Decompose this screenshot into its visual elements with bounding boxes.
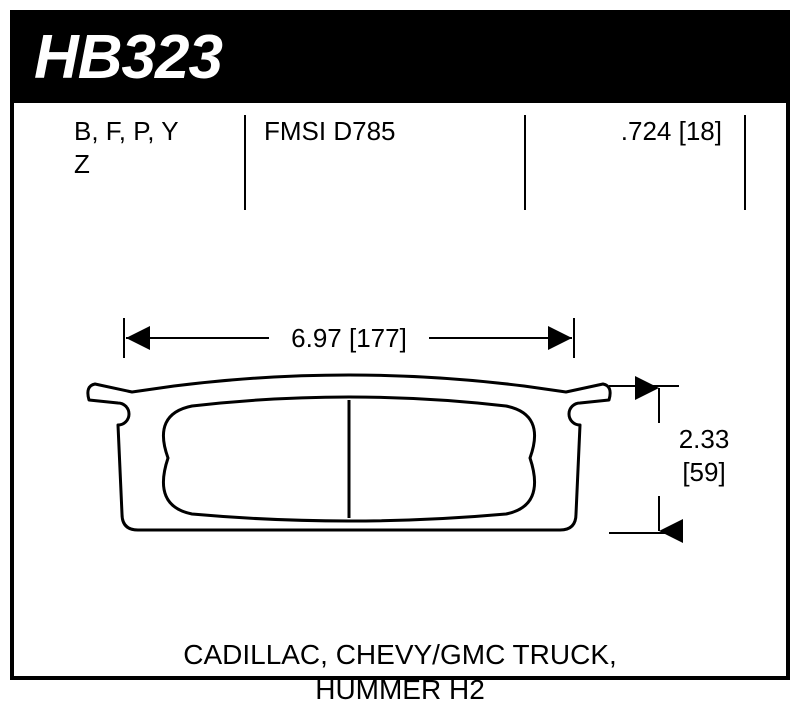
divider-1	[244, 115, 246, 210]
width-in: 6.97	[291, 323, 342, 353]
width-mm: [177]	[349, 323, 407, 353]
diagram-area: 6.97 [177] 2.33 [59]	[14, 213, 786, 633]
part-number: HB323	[34, 22, 766, 93]
fmsi-value: FMSI D785	[264, 116, 396, 146]
footer-line1: CADILLAC, CHEVY/GMC TRUCK,	[14, 637, 786, 672]
divider-2	[524, 115, 526, 210]
brake-pad-diagram: 6.97 [177] 2.33 [59]	[14, 213, 786, 633]
brake-pad-outline	[88, 375, 610, 530]
spec-sheet-frame: HB323 B, F, P, Y Z FMSI D785 .724 [18]	[10, 10, 790, 680]
height-mm: [59]	[682, 457, 725, 487]
application-footer: CADILLAC, CHEVY/GMC TRUCK, HUMMER H2	[14, 633, 786, 707]
spec-row: B, F, P, Y Z FMSI D785 .724 [18]	[14, 103, 786, 213]
thickness-column: .724 [18]	[544, 115, 732, 148]
svg-text:6.97 [17: 6.97 [177]	[291, 323, 407, 353]
thickness-in: .724	[621, 116, 672, 146]
height-in: 2.33	[679, 424, 730, 454]
thickness-mm: [18]	[679, 116, 722, 146]
compounds-line1: B, F, P, Y	[74, 115, 244, 148]
header-bar: HB323	[14, 14, 786, 103]
divider-3	[744, 115, 746, 210]
width-dimension: 6.97 [177]	[124, 318, 574, 358]
compounds-line2: Z	[74, 148, 244, 181]
footer-line2: HUMMER H2	[14, 672, 786, 707]
compounds-column: B, F, P, Y Z	[74, 115, 244, 180]
height-dimension: 2.33 [59]	[609, 386, 729, 533]
fmsi-column: FMSI D785	[264, 115, 524, 148]
